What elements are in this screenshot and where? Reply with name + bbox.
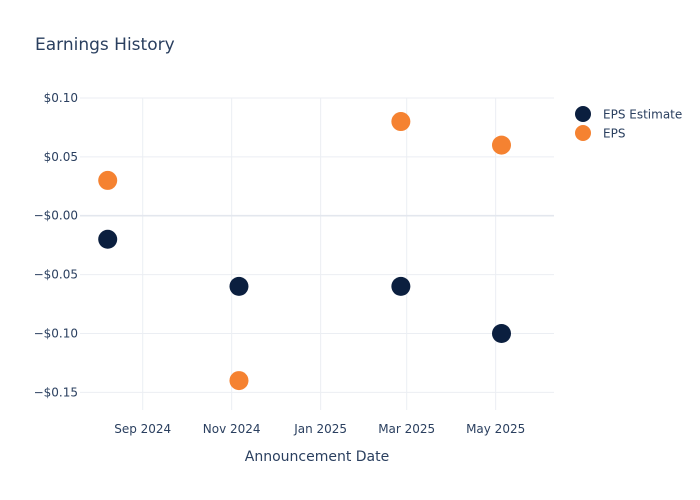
legend-item-eps[interactable]: EPS [575,125,625,141]
eps-estimate-point[interactable] [98,229,118,249]
x-axis-title: Announcement Date [245,449,389,465]
legend[interactable]: EPS Estimate EPS [575,106,682,141]
eps-point[interactable] [229,371,249,391]
legend-label-eps-estimate: EPS Estimate [603,108,682,122]
axis-layer: Sep 2024 Nov 2024 Jan 2025 Mar 2025 May 2025… [34,91,526,436]
y-tick-label: $0.10 [44,91,78,105]
legend-item-eps-estimate[interactable]: EPS Estimate [575,106,682,122]
grid-layer [80,97,554,410]
eps-point[interactable] [491,135,511,155]
legend-marker-eps-estimate [575,106,591,122]
x-tick-label: Mar 2025 [378,422,435,436]
x-tick-label: Nov 2024 [203,422,261,436]
legend-label-eps: EPS [603,127,625,141]
eps-estimate-point[interactable] [391,276,411,296]
x-tick-label: Sep 2024 [114,422,171,436]
eps-estimate-point[interactable] [491,323,511,343]
eps-point[interactable] [391,112,411,132]
points-layer [98,112,511,391]
eps-estimate-point[interactable] [229,276,249,296]
x-tick-label: Jan 2025 [293,422,347,436]
legend-marker-eps [575,125,591,141]
y-tick-label: −$0.05 [34,268,78,282]
y-tick-label: −$0.15 [34,385,78,399]
y-tick-label: −$0.10 [34,326,78,340]
chart-title: Earnings History [35,35,175,55]
x-tick-label: May 2025 [466,422,525,436]
eps-point[interactable] [98,170,118,190]
y-tick-label: −$0.00 [34,209,78,223]
y-tick-label: $0.05 [44,150,78,164]
